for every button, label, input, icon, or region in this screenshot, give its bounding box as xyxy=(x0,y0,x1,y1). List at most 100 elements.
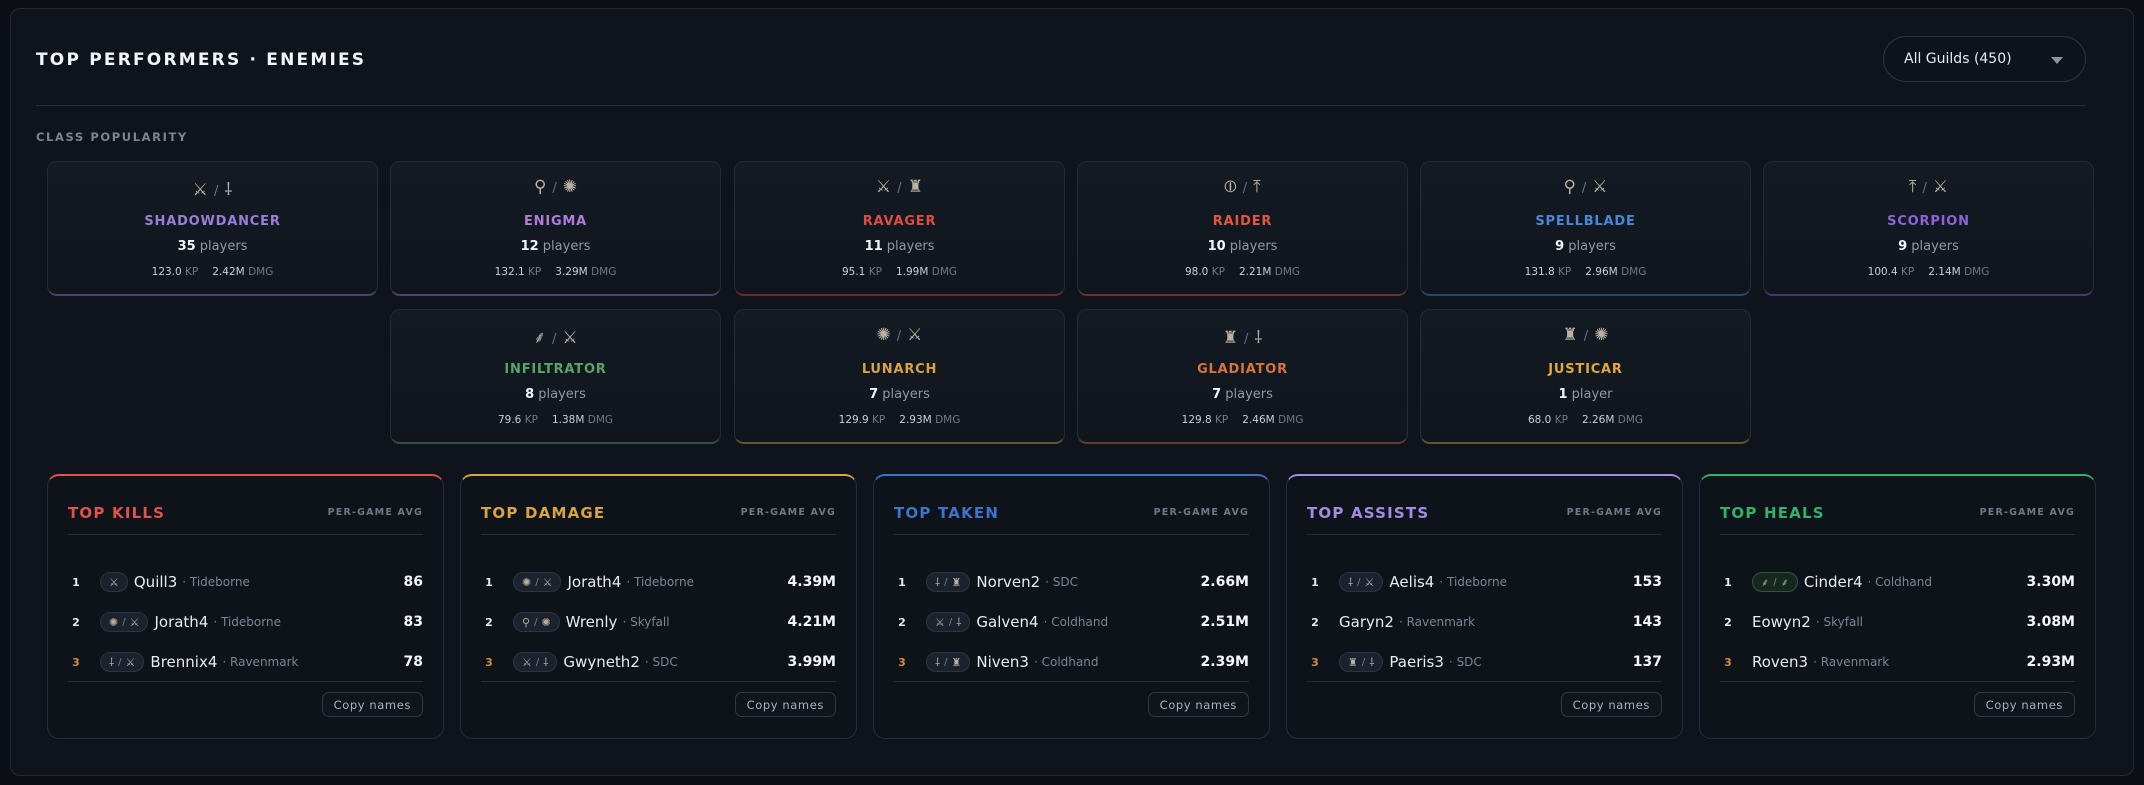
player-count-value: 10 xyxy=(1207,239,1226,254)
copy-names-button[interactable]: Copy names xyxy=(1147,692,1249,717)
player-name[interactable]: Gwyneth2 xyxy=(563,653,640,671)
leaderboard-row[interactable]: 2 ✺/⚔ Jorath4 Tideborne 83 xyxy=(68,609,423,635)
player-count: 7 players xyxy=(1078,387,1407,402)
class-card[interactable]: ♜ / ✺ JUSTICAR 1 player 68.0 KP 2.26M DMG xyxy=(1420,309,1751,444)
class-icon-pill: ♜ / ⸸ xyxy=(1339,652,1384,672)
tower-icon: ♜ xyxy=(1562,325,1578,345)
tower-icon: ♜ xyxy=(1222,328,1238,348)
crossed-swords-icon: ⚔ xyxy=(192,180,208,200)
player-name[interactable]: Aelis4 xyxy=(1389,573,1435,591)
dmg-unit: DMG xyxy=(1621,266,1647,278)
kp-value: 79.6 xyxy=(497,414,522,426)
leaderboard-row[interactable]: 1 ✺/⚔ Jorath4 Tideborne 4.39M xyxy=(481,569,836,595)
class-icons: ♜ / ✺ xyxy=(1421,325,1750,349)
leaderboard-row[interactable]: 1 ⸙/⸙ Cinder4 Coldhand 3.30M xyxy=(1720,569,2075,595)
player-count-value: 9 xyxy=(1898,239,1908,254)
class-icon: ⚔ xyxy=(522,655,532,669)
leaderboard-row[interactable]: 3 ⚔/⸸ Gwyneth2 SDC 3.99M xyxy=(481,649,836,675)
copy-names-button[interactable]: Copy names xyxy=(321,692,423,717)
rank-number: 2 xyxy=(72,615,80,629)
stat-value: 86 xyxy=(403,574,423,590)
player-count-unit: players xyxy=(538,387,586,402)
leaderboard-row[interactable]: 2 ⚔/⸸ Galven4 Coldhand 2.51M xyxy=(894,609,1249,635)
player-name[interactable]: Jorath4 xyxy=(567,573,622,591)
class-card[interactable]: ⸙ / ⚔ INFILTRATOR 8 players 79.6 KP 1.38M DMG xyxy=(390,309,721,444)
class-card[interactable]: ⚲ / ⚔ SPELLBLADE 9 players 131.8 KP 2.96M DMG xyxy=(1420,161,1751,296)
player-count-unit: players xyxy=(542,239,591,254)
crossbow-icon: ⤒ xyxy=(1908,177,1917,197)
leaderboard-row[interactable]: 3 ⸸/♜ Niven3 Coldhand 2.39M xyxy=(894,649,1249,675)
player-name[interactable]: Norven2 xyxy=(976,573,1041,591)
leaderboard-row[interactable]: 2 ⚲/✺ Wrenly Skyfall 4.21M xyxy=(481,609,836,635)
class-icon: ⚔ xyxy=(109,575,119,589)
player-name[interactable]: Eowyn2 xyxy=(1752,613,1811,631)
class-card[interactable]: ⦶ / ⤒ RAIDER 10 players 98.0 KP 2.21M DMG xyxy=(1077,161,1408,296)
player-name[interactable]: Cinder4 xyxy=(1803,573,1863,591)
player-count-unit: players xyxy=(1225,387,1273,402)
leaderboard-row[interactable]: 1 ⸸/⚔ Aelis4 Tideborne 153 xyxy=(1307,569,1662,595)
kp-value: 95.1 xyxy=(841,266,866,278)
kp-value: 129.8 xyxy=(1181,414,1212,426)
player-count-unit: players xyxy=(1911,239,1959,254)
divider xyxy=(481,681,836,682)
leaderboard-title: TOP ASSISTS xyxy=(1307,504,1430,522)
class-card[interactable]: ⤒ / ⚔ SCORPION 9 players 100.4 KP 2.14M DMG xyxy=(1763,161,2094,296)
stat-value: 3.30M xyxy=(2026,574,2075,590)
stat-value: 2.39M xyxy=(1200,654,1249,670)
kp-unit: KP xyxy=(528,266,542,278)
player-name[interactable]: Quill3 xyxy=(133,573,178,591)
class-icon: ⸙ xyxy=(1761,575,1770,589)
class-card[interactable]: ♜ / ⸸ GLADIATOR 7 players 129.8 KP 2.46M DMG xyxy=(1077,309,1408,444)
divider xyxy=(1307,534,1662,535)
trident-icon: ⸸ xyxy=(224,180,233,200)
class-card[interactable]: ✺ / ⚔ LUNARCH 7 players 129.9 KP 2.93M DMG xyxy=(734,309,1065,444)
player-name[interactable]: Niven3 xyxy=(976,653,1029,671)
leaderboard-row[interactable]: 3 ⸸/⚔ Brennix4 Ravenmark 78 xyxy=(68,649,423,675)
crossed-swords-icon: ⚔ xyxy=(907,325,923,345)
stat-value: 2.51M xyxy=(1200,614,1249,630)
stat-value: 2.66M xyxy=(1200,574,1249,590)
guild-filter-select[interactable]: All Guilds (450) xyxy=(1883,36,2086,82)
class-icon: ♜ xyxy=(951,575,962,589)
player-count-value: 11 xyxy=(864,239,883,254)
class-card[interactable]: ⚔ / ⸸ SHADOWDANCER 35 players 123.0 KP 2.42M D… xyxy=(47,161,378,296)
copy-names-button[interactable]: Copy names xyxy=(1560,692,1662,717)
class-card[interactable]: ⚔ / ♜ RAVAGER 11 players 95.1 KP 1.99M DMG xyxy=(734,161,1065,296)
guild-name: Tideborne xyxy=(213,615,281,629)
leaderboard-row[interactable]: 2 Eowyn2 Skyfall 3.08M xyxy=(1720,609,2075,635)
class-stats: 100.4 KP 2.14M DMG xyxy=(1764,266,2093,278)
class-icons: ✺ / ⚔ xyxy=(735,325,1064,349)
player-name[interactable]: Jorath4 xyxy=(154,613,209,631)
class-icon: ⸸ xyxy=(1348,575,1354,589)
player-count-value: 12 xyxy=(520,239,539,254)
dmg-value: 1.99M xyxy=(895,266,929,278)
leaderboard-title: TOP HEALS xyxy=(1720,504,1825,522)
leaderboard-row[interactable]: 3 ♜/⸸ Paeris3 SDC 137 xyxy=(1307,649,1662,675)
leaderboard-row[interactable]: 2 Garyn2 Ravenmark 143 xyxy=(1307,609,1662,635)
player-name[interactable]: Roven3 xyxy=(1752,653,1809,671)
class-icon-pill: ⚔ / ⸸ xyxy=(926,612,971,632)
leaderboard-row[interactable]: 1 ⸸/♜ Norven2 SDC 2.66M xyxy=(894,569,1249,595)
leaderboard-row[interactable]: 1 ⚔ Quill3 Tideborne 86 xyxy=(68,569,423,595)
kp-unit: KP xyxy=(524,414,538,426)
crossed-swords-icon: ⚔ xyxy=(562,328,578,348)
player-count-unit: player xyxy=(1571,387,1613,402)
orb-icon: ✺ xyxy=(562,177,578,197)
class-stats: 123.0 KP 2.42M DMG xyxy=(48,266,377,278)
kp-unit: KP xyxy=(868,266,882,278)
dmg-unit: DMG xyxy=(1617,414,1644,426)
copy-names-button[interactable]: Copy names xyxy=(734,692,836,717)
copy-names-button[interactable]: Copy names xyxy=(1973,692,2075,717)
class-icons: ⦶ / ⤒ xyxy=(1078,177,1407,201)
kp-unit: KP xyxy=(185,266,199,278)
class-card[interactable]: ⚲ / ✺ ENIGMA 12 players 132.1 KP 3.29M DMG xyxy=(390,161,721,296)
player-name[interactable]: Garyn2 xyxy=(1339,613,1394,631)
separator: / xyxy=(213,184,219,199)
player-name[interactable]: Brennix4 xyxy=(150,653,218,671)
player-name[interactable]: Galven4 xyxy=(976,613,1039,631)
player-name[interactable]: Wrenly xyxy=(565,613,618,631)
stat-value: 3.08M xyxy=(2026,614,2075,630)
leaderboard-row[interactable]: 3 Roven3 Ravenmark 2.93M xyxy=(1720,649,2075,675)
player-name[interactable]: Paeris3 xyxy=(1389,653,1444,671)
